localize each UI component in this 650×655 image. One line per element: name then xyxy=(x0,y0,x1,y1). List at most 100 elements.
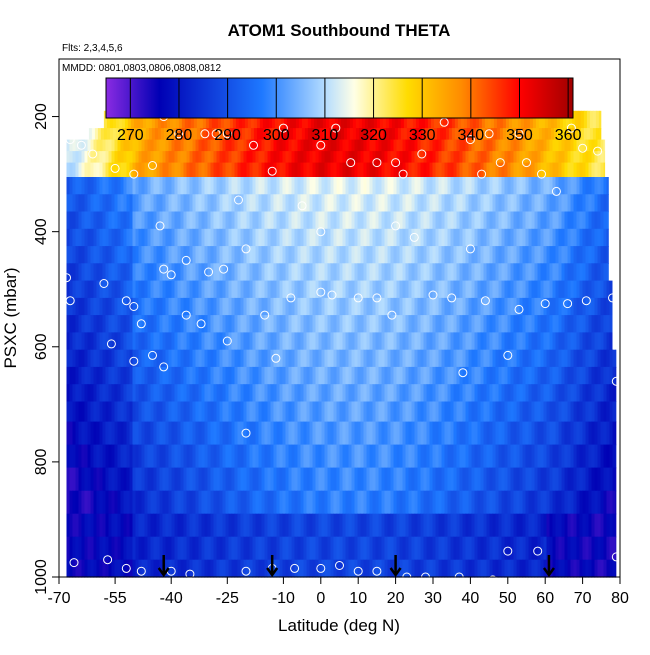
heatmap-cell xyxy=(288,366,293,385)
heatmap-cell xyxy=(81,467,86,492)
heatmap-cell xyxy=(186,211,191,230)
heatmap-cell xyxy=(210,194,215,213)
heatmap-cell xyxy=(174,384,179,403)
heatmap-cell xyxy=(603,332,608,351)
heatmap-cell xyxy=(165,349,170,368)
heatmap-cell xyxy=(159,151,164,164)
heatmap-cell xyxy=(250,110,255,129)
heatmap-cell xyxy=(327,194,332,213)
heatmap-cell xyxy=(160,110,165,129)
heatmap-cell xyxy=(216,297,221,316)
heatmap-cell xyxy=(135,536,140,561)
heatmap-cell xyxy=(546,384,551,403)
heatmap-cell xyxy=(426,228,431,247)
heatmap-cell xyxy=(390,263,395,282)
heatmap-cell xyxy=(600,151,605,164)
heatmap-cell xyxy=(216,139,221,152)
heatmap-cell xyxy=(69,194,74,213)
heatmap-cell xyxy=(243,536,248,561)
heatmap-cell xyxy=(393,490,398,515)
heatmap-cell xyxy=(153,177,158,195)
profile-marker xyxy=(335,561,344,570)
heatmap-cell xyxy=(198,139,203,152)
heatmap-cell xyxy=(243,559,248,578)
heatmap-cell xyxy=(75,162,80,178)
heatmap-cell xyxy=(291,349,296,368)
heatmap-cell xyxy=(90,467,95,492)
heatmap-cell xyxy=(354,513,359,538)
heatmap-cell xyxy=(87,513,92,538)
heatmap-cell xyxy=(489,332,494,351)
profile-marker xyxy=(488,575,498,585)
heatmap-cell xyxy=(465,444,470,469)
heatmap-cell xyxy=(129,280,134,299)
heatmap-cell xyxy=(426,194,431,213)
heatmap-cell xyxy=(579,366,584,385)
heatmap-cell xyxy=(471,467,476,492)
heatmap-cell xyxy=(516,162,521,178)
heatmap-cell xyxy=(240,349,245,368)
heatmap-cell xyxy=(216,211,221,230)
heatmap-cell xyxy=(150,280,155,299)
heatmap-cell xyxy=(198,228,203,247)
heatmap-cell xyxy=(162,349,167,368)
heatmap-cell xyxy=(375,315,380,333)
heatmap-cell xyxy=(558,513,563,538)
heatmap-cell xyxy=(501,332,506,351)
heatmap-cell xyxy=(450,139,455,152)
heatmap-cell xyxy=(291,384,296,403)
heatmap-cell xyxy=(120,151,125,164)
heatmap-cell xyxy=(594,401,599,423)
heatmap-cell xyxy=(573,349,578,368)
heatmap-cell xyxy=(174,297,179,316)
heatmap-cell xyxy=(384,384,389,403)
heatmap-cell xyxy=(573,228,578,247)
heatmap-cell xyxy=(216,315,221,333)
heatmap-cell xyxy=(249,315,254,333)
heatmap-cell xyxy=(171,162,176,178)
heatmap-cell xyxy=(492,194,497,213)
heatmap-cell xyxy=(78,513,83,538)
heatmap-cell xyxy=(301,128,306,141)
heatmap-cell xyxy=(204,315,209,333)
heatmap-cell xyxy=(576,332,581,351)
heatmap-cell xyxy=(169,128,174,141)
heatmap-cell xyxy=(81,384,86,403)
heatmap-cell xyxy=(312,151,317,164)
x-tick-label: 20 xyxy=(387,590,405,607)
heatmap-cell xyxy=(543,246,548,264)
heatmap-cell xyxy=(219,162,224,178)
heatmap-cell xyxy=(264,162,269,178)
heatmap-cell xyxy=(177,366,182,385)
heatmap-cell xyxy=(327,490,332,515)
heatmap-cell xyxy=(585,194,590,213)
heatmap-cell xyxy=(324,384,329,403)
heatmap-cell xyxy=(336,401,341,423)
heatmap-cell xyxy=(192,384,197,403)
heatmap-cell xyxy=(315,366,320,385)
heatmap-cell xyxy=(363,246,368,264)
heatmap-cell xyxy=(174,444,179,469)
heatmap-cell xyxy=(243,194,248,213)
heatmap-cell xyxy=(606,536,611,561)
heatmap-cell xyxy=(126,384,131,403)
heatmap-cell xyxy=(96,162,101,178)
heatmap-cell xyxy=(93,536,98,561)
heatmap-cell xyxy=(207,401,212,423)
profile-marker xyxy=(241,566,251,576)
heatmap-cell xyxy=(438,366,443,385)
heatmap-cell xyxy=(552,151,557,164)
heatmap-cell xyxy=(516,559,521,578)
heatmap-cell xyxy=(195,177,200,195)
heatmap-cell xyxy=(318,444,323,469)
heatmap-cell xyxy=(177,246,182,264)
heatmap-cell xyxy=(309,246,314,264)
heatmap-cell xyxy=(279,421,284,446)
heatmap-cell xyxy=(558,332,563,351)
heatmap-cell xyxy=(207,246,212,264)
heatmap-cell xyxy=(396,421,401,446)
heatmap-cell xyxy=(253,128,258,141)
heatmap-cell xyxy=(252,246,257,264)
heatmap-cell xyxy=(588,332,593,351)
heatmap-cell xyxy=(585,211,590,230)
